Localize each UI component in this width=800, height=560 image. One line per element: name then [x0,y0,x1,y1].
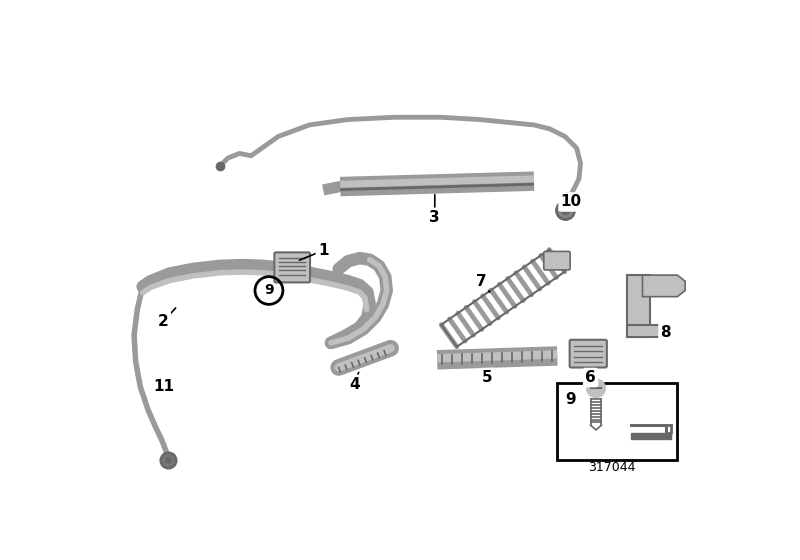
Text: 4: 4 [349,377,359,392]
FancyBboxPatch shape [544,251,570,270]
Polygon shape [627,275,650,337]
Text: 9: 9 [565,392,576,407]
Text: 10: 10 [561,194,582,209]
Polygon shape [642,275,685,297]
Text: 11: 11 [153,379,174,394]
Bar [631,433,671,439]
Text: 3: 3 [430,210,440,225]
Bar [558,383,678,460]
Text: 8: 8 [661,325,671,340]
Text: 9: 9 [264,283,274,297]
Text: 1: 1 [318,243,329,258]
Polygon shape [627,325,670,337]
Text: 317044: 317044 [588,461,635,474]
Text: 5: 5 [482,370,493,385]
Circle shape [586,379,606,398]
Text: 7: 7 [476,274,486,289]
Text: 2: 2 [158,314,169,329]
Text: 6: 6 [586,370,596,385]
FancyBboxPatch shape [570,340,607,367]
FancyBboxPatch shape [274,253,310,282]
